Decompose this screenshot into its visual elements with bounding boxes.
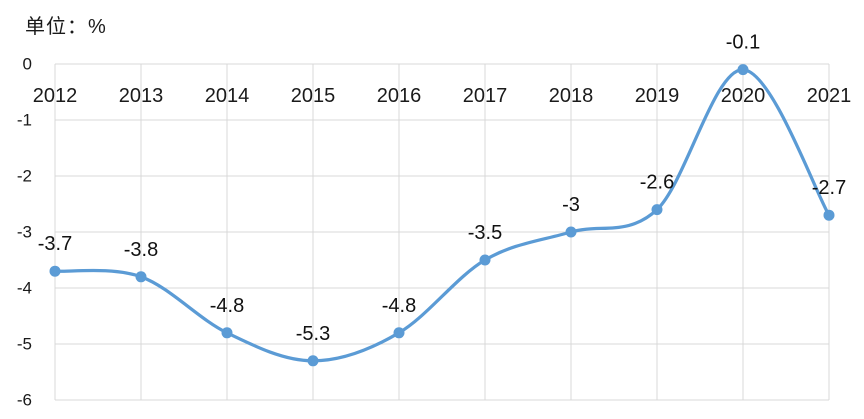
data-point-marker <box>221 327 233 339</box>
series-line <box>53 67 831 363</box>
y-axis-tick-label: 0 <box>23 55 32 74</box>
y-axis-tick-label: -1 <box>17 111 32 130</box>
x-axis-tick-label: 2019 <box>635 85 680 107</box>
data-label: -5.3 <box>296 323 330 345</box>
data-point-marker <box>479 254 491 266</box>
data-label: -0.1 <box>726 32 760 54</box>
unit-label: 单位：% <box>25 16 107 38</box>
data-point-marker <box>307 355 319 367</box>
data-point-marker <box>135 271 147 283</box>
data-label: -4.8 <box>382 295 416 317</box>
x-axis-tick-label: 2012 <box>33 85 78 107</box>
x-axis-tick-label: 2015 <box>291 85 336 107</box>
x-axis-tick-label: 2017 <box>463 85 508 107</box>
x-axis-tick-label: 2014 <box>205 85 250 107</box>
x-axis-tick-label: 2016 <box>377 85 422 107</box>
x-axis-tick-label: 2013 <box>119 85 164 107</box>
data-label: -2.6 <box>640 172 674 194</box>
data-label: -2.7 <box>812 177 846 199</box>
data-point-marker <box>49 265 61 277</box>
data-point-marker <box>651 204 663 216</box>
data-point-marker <box>565 226 577 238</box>
data-point-marker <box>737 64 749 76</box>
x-axis-tick-label: 2020 <box>721 85 766 107</box>
data-label: -3 <box>562 194 580 216</box>
data-point-marker <box>823 209 835 221</box>
y-axis-tick-label: -3 <box>17 223 32 242</box>
y-axis-tick-label: -4 <box>17 279 32 298</box>
data-label: -3.7 <box>38 233 72 255</box>
y-axis-tick-label: -6 <box>17 391 32 410</box>
x-axis-tick-label: 2021 <box>807 85 852 107</box>
y-axis-tick-label: -2 <box>17 167 32 186</box>
data-point-marker <box>393 327 405 339</box>
data-label: -3.8 <box>124 239 158 261</box>
y-axis-tick-label: -5 <box>17 335 32 354</box>
data-label: -4.8 <box>210 295 244 317</box>
x-axis-tick-label: 2018 <box>549 85 594 107</box>
data-label: -3.5 <box>468 222 502 244</box>
